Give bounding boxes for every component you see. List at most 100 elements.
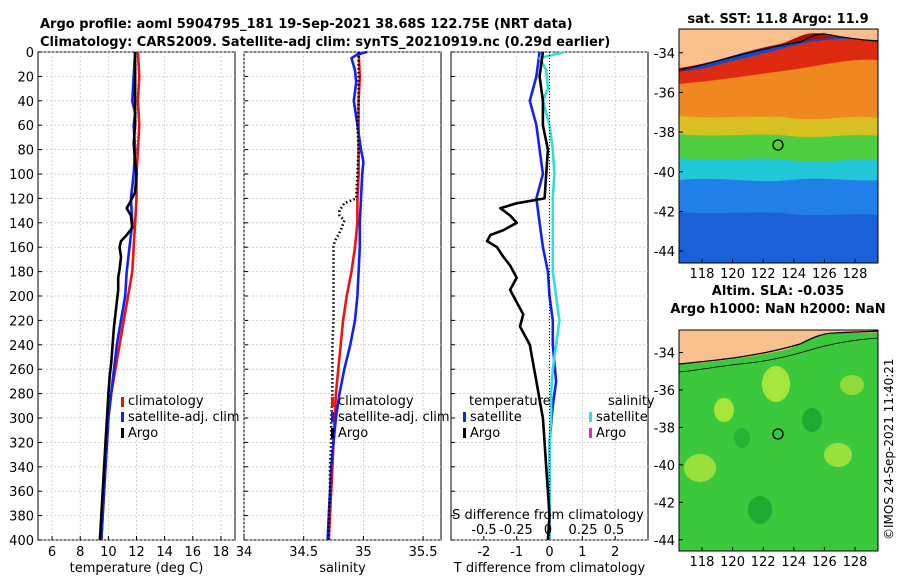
map-x-tick-label: 122 (751, 555, 776, 570)
temperature-legend: climatology satellite-adj. clim Argo (121, 394, 240, 441)
s-difference-ticklabels: -0.5 -0.25 0 0.25 0.5 (471, 523, 624, 538)
map-x-tick-label: 122 (751, 267, 776, 282)
legend-label-climatology: climatology (128, 394, 204, 409)
s-diff-ticklabel: 0.25 (569, 523, 598, 538)
s-diff-ticklabel: -0.5 (471, 523, 496, 538)
legend-swatch-argo (121, 428, 124, 438)
x-tick-label: 1 (578, 545, 586, 560)
map-y-tick-label: -44 (654, 534, 675, 549)
y-tick-label: 100 (9, 168, 34, 183)
salinity-panel: 34 34.5 35 35.5 salinity (236, 50, 441, 576)
map-x-tick-label: 118 (690, 267, 715, 282)
y-tick-label: 0 (26, 46, 34, 61)
sla-anomaly-patch (802, 408, 822, 432)
y-tick-label: 360 (9, 485, 34, 500)
map-x-tick-label: 126 (812, 555, 837, 570)
y-tick-label: 140 (9, 217, 34, 232)
map-x-tick-label: 120 (720, 267, 745, 282)
y-tick-label: 240 (9, 339, 34, 354)
sla-map-frame (678, 329, 879, 552)
sst-coastline (679, 33, 878, 71)
x-tick-label: 10 (100, 545, 117, 560)
x-tick-label: 16 (185, 545, 202, 560)
series-line-satellite-adj-clim (326, 50, 368, 541)
sla-argo-location-marker (772, 428, 784, 440)
y-tick-label: 280 (9, 388, 34, 403)
y-tick-label: 220 (9, 314, 34, 329)
y-tick-label: 200 (9, 290, 34, 305)
map-y-tick-label: -44 (654, 245, 675, 260)
s-difference-axis-label: S difference from climatology (452, 508, 644, 523)
map-y-tick-label: -38 (654, 421, 675, 436)
sla-anomaly-patch (762, 366, 790, 402)
legend-label-s-argo: Argo (596, 426, 626, 441)
map-y-tick-label: -34 (654, 47, 675, 62)
y-tick-label: 80 (17, 144, 34, 159)
y-tick-label: 320 (9, 436, 34, 451)
x-tick-label: 18 (213, 545, 230, 560)
x-tick-label: 35 (355, 545, 372, 560)
sla-map-title: Altim. SLA: -0.035 (712, 284, 844, 299)
map-y-tick-label: -40 (654, 166, 675, 181)
x-tick-label: 8 (76, 545, 84, 560)
map-y-tick-label: -40 (654, 459, 675, 474)
x-tick-label: 0 (545, 545, 553, 560)
sla-map-subtitle: Argo h1000: NaN h2000: NaN (670, 302, 885, 317)
sla-bathymetry-contour (679, 337, 878, 373)
y-tick-label: 160 (9, 241, 34, 256)
legend-label-s-satellite: satellite (596, 410, 648, 425)
s-diff-ticklabel: -0.25 (499, 523, 533, 538)
x-tick-label: -1 (510, 545, 523, 560)
x-tick-label: -2 (477, 545, 490, 560)
legend-label-satellite-adj-clim: satellite-adj. clim (128, 410, 240, 425)
x-tick-label: 14 (156, 545, 173, 560)
sla-anomaly-patch (840, 375, 864, 395)
y-tick-label: 40 (17, 95, 34, 110)
legend-label-argo: Argo (128, 426, 158, 441)
legend-swatch-t-satellite (463, 412, 466, 422)
map-x-tick-label: 128 (843, 555, 868, 570)
temperature-panel: 6 8 10 12 14 16 180204060801001201401601802002… (9, 46, 235, 576)
y-tick-label: 120 (9, 192, 34, 207)
sla-base-region (679, 330, 878, 551)
map-y-tick-label: -42 (654, 205, 675, 220)
sla-map-image (679, 330, 878, 551)
legend-label-climatology: climatology (338, 394, 414, 409)
salinity-legend: climatology satellite-adj. clim Argo (331, 394, 450, 441)
map-y-tick-label: -36 (654, 384, 675, 399)
map-x-tick-label: 128 (843, 267, 868, 282)
map-x-tick-label: 120 (720, 555, 745, 570)
map-x-tick-label: 124 (781, 555, 806, 570)
x-tick-label: 2 (611, 545, 619, 560)
y-tick-label: 60 (17, 119, 34, 134)
x-axis-label: T difference from climatology (453, 561, 646, 576)
sla-anomaly-patch (714, 398, 734, 422)
sla-land (679, 330, 878, 364)
map-y-tick-label: -42 (654, 496, 675, 511)
legend-title-salinity: salinity (608, 394, 655, 409)
legend-label-t-satellite: satellite (470, 410, 522, 425)
sla-anomaly-patch (748, 496, 772, 524)
series-line-s-satellite (538, 50, 565, 540)
s-diff-ticklabel: 0.5 (604, 523, 625, 538)
legend-label-satellite-adj-clim: satellite-adj. clim (338, 410, 450, 425)
y-tick-label: 340 (9, 461, 34, 476)
x-axis-label: temperature (deg C) (70, 561, 204, 576)
y-tick-label: 300 (9, 412, 34, 427)
legend-swatch-argo (331, 428, 334, 438)
sst-argo-location-marker (772, 139, 784, 151)
figure-title-line1: Argo profile: aoml 5904795_181 19-Sep-20… (40, 17, 573, 32)
legend-swatch-t-argo (463, 428, 466, 438)
copyright-stamp: ©IMOS 24-Sep-2021 11:40:21 (882, 358, 896, 540)
sla-anomaly-patch (734, 428, 750, 448)
x-tick-label: 35.5 (409, 545, 438, 560)
sst-map-image (679, 29, 878, 263)
legend-swatch-climatology (331, 397, 334, 407)
y-tick-label: 380 (9, 510, 34, 525)
x-tick-label: 12 (128, 545, 145, 560)
y-tick-label: 260 (9, 363, 34, 378)
series-line-argo (327, 52, 360, 540)
map-y-tick-label: -36 (654, 86, 675, 101)
sla-anomaly-patch (824, 443, 852, 467)
